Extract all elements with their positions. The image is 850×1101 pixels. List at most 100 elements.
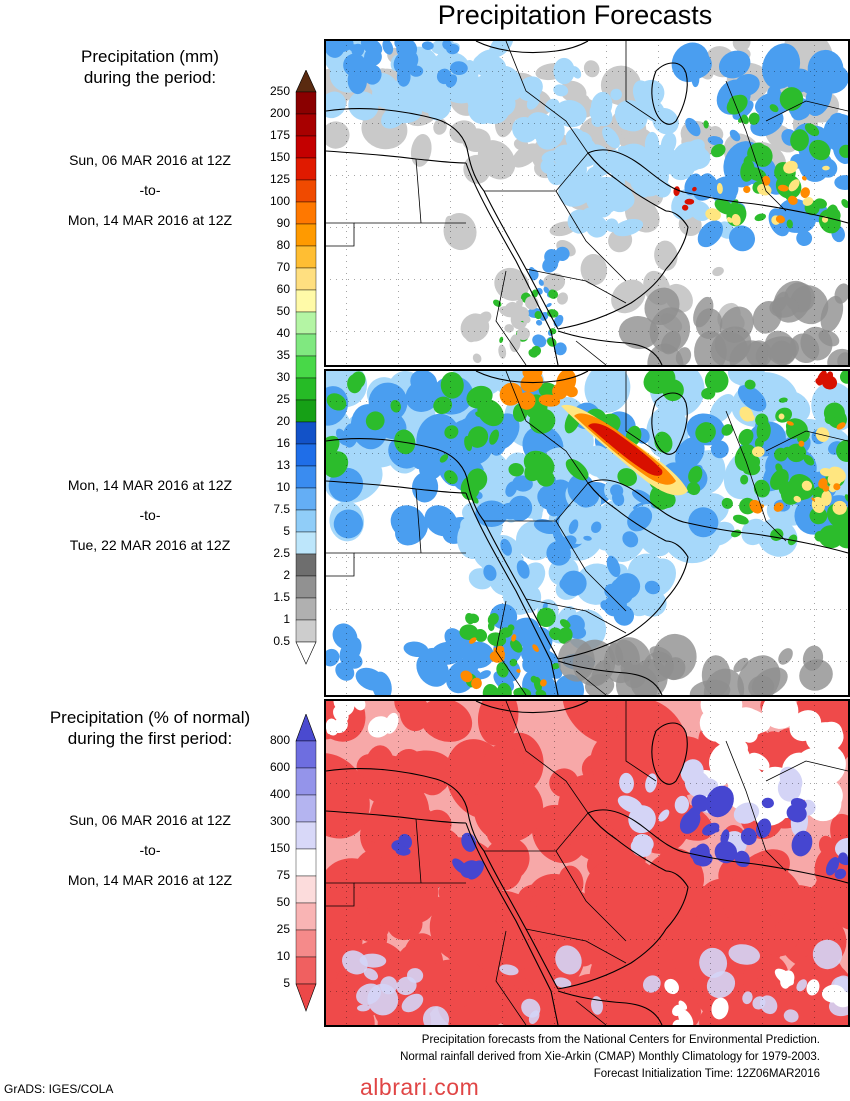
amount-legend-swatch (295, 399, 317, 423)
amount-legend-label: 200 (269, 106, 290, 120)
percent-legend-swatch (295, 848, 317, 877)
amount-legend-label: 2.5 (273, 546, 290, 560)
period1-start: Sun, 06 MAR 2016 at 12Z (69, 152, 231, 168)
percent-legend-label: 75 (276, 868, 290, 882)
amount-legend-swatch (295, 355, 317, 379)
percent-legend-swatch (295, 956, 317, 985)
amount-legend-swatch (295, 311, 317, 335)
amount-legend-label: 175 (269, 128, 290, 142)
amount-legend-swatch (295, 135, 317, 159)
watermark: albrari.com (360, 1074, 480, 1100)
amount-legend-label: 250 (269, 84, 290, 98)
amount-legend-label: 90 (276, 216, 290, 230)
amount-legend-swatch (295, 597, 317, 621)
percent-legend-label: 300 (269, 814, 290, 828)
percent-legend-swatch (295, 902, 317, 931)
percent-legend-label: 50 (276, 895, 290, 909)
amount-legend-label: 5 (283, 524, 290, 538)
percent-heading-line1: Precipitation (% of normal) (49, 708, 251, 727)
map-week2-amount (324, 369, 850, 697)
percent-legend-swatch (295, 740, 317, 769)
amount-legend-label: 10 (276, 480, 290, 494)
percent-legend-swatch (295, 821, 317, 850)
lat-lon-grid (330, 45, 847, 364)
amount-legend-label: 2 (283, 568, 290, 582)
percent-legend-label: 400 (269, 787, 290, 801)
map1-precip-fill (326, 41, 848, 365)
percent-legend-cap-bottom (295, 983, 317, 1012)
amount-legend-label: 40 (276, 326, 290, 340)
period3-separator: -to- (139, 842, 161, 858)
amount-legend-label: 1.5 (273, 590, 290, 604)
country-borders (326, 371, 848, 695)
heavy-rain-band (561, 404, 688, 496)
amount-legend-swatch (295, 443, 317, 467)
footnote-line2: Normal rainfall derived from Xie-Arkin (… (400, 1051, 820, 1063)
footnote: Precipitation forecasts from the Nationa… (400, 1032, 820, 1083)
percent-legend-label: 600 (269, 760, 290, 774)
country-borders (326, 701, 848, 1025)
coastlines (326, 701, 848, 1025)
amount-legend-label: 100 (269, 194, 290, 208)
amount-legend-label: 25 (276, 392, 290, 406)
amount-heading: Precipitation (mm) during the period: (20, 46, 280, 88)
period3-start: Sun, 06 MAR 2016 at 12Z (69, 812, 231, 828)
amount-legend-label: 1 (283, 612, 290, 626)
map-week1-amount (324, 39, 850, 367)
amount-legend-swatch (295, 619, 317, 643)
amount-legend-cap-top (295, 70, 317, 93)
percent-heading-line2: during the first period: (67, 729, 233, 748)
amount-legend-label: 20 (276, 414, 290, 428)
map3-percent-fill (326, 701, 848, 1025)
map-week1-percent-normal (324, 699, 850, 1027)
amount-legend-swatch (295, 289, 317, 313)
amount-legend-label: 80 (276, 238, 290, 252)
country-borders (326, 41, 848, 365)
coastlines (326, 41, 848, 365)
amount-colorbar (295, 70, 317, 665)
amount-legend-swatch (295, 91, 317, 115)
coastlines (326, 371, 848, 695)
percent-legend-cap-top (295, 714, 317, 742)
period1-end: Mon, 14 MAR 2016 at 12Z (67, 212, 233, 228)
amount-legend-label: 0.5 (273, 634, 290, 648)
amount-legend-swatch (295, 113, 317, 137)
amount-legend-swatch (295, 267, 317, 291)
amount-legend-cap-bottom (295, 641, 317, 665)
amount-legend-swatch (295, 245, 317, 269)
amount-legend-label: 60 (276, 282, 290, 296)
amount-legend-swatch (295, 157, 317, 181)
percent-legend-swatch (295, 794, 317, 823)
amount-legend-swatch (295, 575, 317, 599)
amount-legend-label: 125 (269, 172, 290, 186)
amount-legend-label: 35 (276, 348, 290, 362)
amount-legend-swatch (295, 333, 317, 357)
amount-legend-swatch (295, 509, 317, 533)
footnote-line1: Precipitation forecasts from the Nationa… (421, 1034, 820, 1046)
lat-lon-grid (330, 375, 847, 694)
amount-legend-label: 13 (276, 458, 290, 472)
percent-legend-label: 800 (269, 733, 290, 747)
amount-legend-label: 70 (276, 260, 290, 274)
amount-legend-swatch (295, 223, 317, 247)
grads-credit: GrADS: IGES/COLA (4, 1082, 114, 1096)
amount-legend-swatch (295, 487, 317, 511)
amount-legend-swatch (295, 553, 317, 577)
amount-legend-swatch (295, 465, 317, 489)
percent-heading: Precipitation (% of normal) during the f… (10, 707, 290, 749)
amount-legend-swatch (295, 377, 317, 401)
amount-heading-line1: Precipitation (mm) (81, 47, 219, 66)
percent-legend-label: 150 (269, 841, 290, 855)
map2-precip-fill (326, 371, 848, 695)
period2-start: Mon, 14 MAR 2016 at 12Z (67, 477, 233, 493)
footnote-line3: Forecast Initialization Time: 12Z06MAR20… (593, 1068, 820, 1080)
amount-heading-line2: during the period: (83, 68, 217, 87)
amount-legend-label: 30 (276, 370, 290, 384)
percent-legend-swatch (295, 929, 317, 958)
period1-separator: -to- (139, 182, 161, 198)
amount-legend-label: 16 (276, 436, 290, 450)
period3-end: Mon, 14 MAR 2016 at 12Z (67, 872, 233, 888)
percent-legend-label: 25 (276, 922, 290, 936)
percent-colorbar (295, 714, 317, 1012)
period2-end: Tue, 22 MAR 2016 at 12Z (69, 537, 231, 553)
